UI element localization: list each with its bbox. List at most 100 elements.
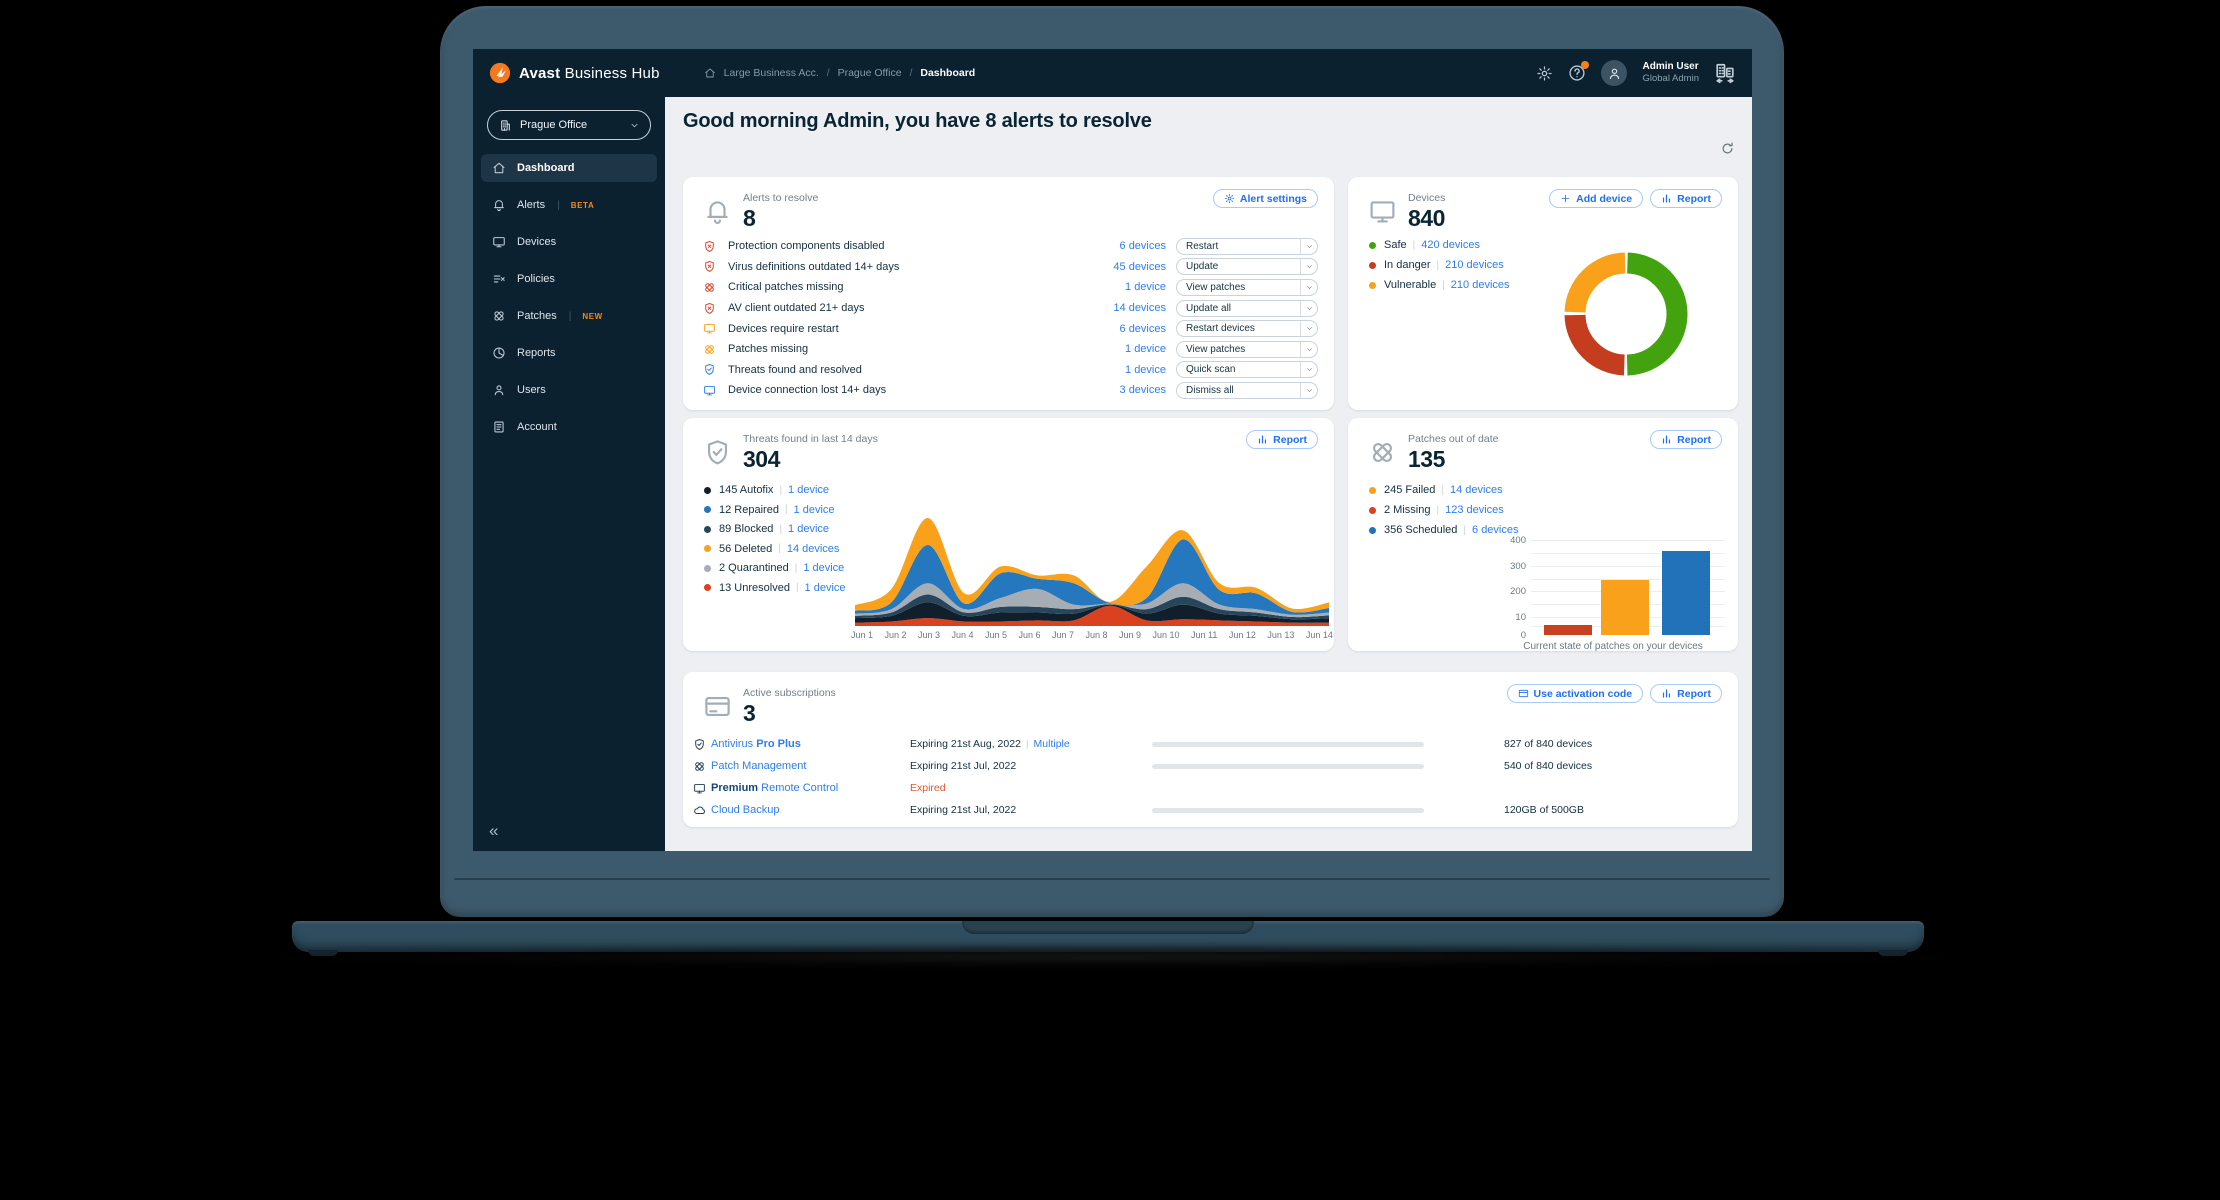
chevron-down-icon[interactable]	[1300, 300, 1317, 316]
use-activation-code-button[interactable]: Use activation code	[1506, 684, 1644, 703]
subscription-name-link[interactable]: Patch Management	[711, 760, 807, 772]
legend-devices-link[interactable]: 1 device	[788, 523, 830, 535]
alert-row: Device connection lost 14+ days 3 devices…	[703, 380, 1318, 401]
donut-segment-safe	[1564, 252, 1688, 376]
legend-devices-link[interactable]: 420 devices	[1421, 239, 1480, 251]
avatar[interactable]	[1601, 60, 1628, 86]
alert-devices-link[interactable]: 1 device	[1125, 281, 1166, 294]
alert-devices-link[interactable]: 3 devices	[1119, 384, 1166, 397]
x-axis-tick-label: Jun 9	[1119, 630, 1142, 640]
sidebar-badge: NEW	[582, 311, 603, 321]
chevron-down-icon[interactable]	[1300, 321, 1317, 337]
help-icon[interactable]	[1568, 61, 1590, 82]
alert-action-dropdown[interactable]: Dismiss all	[1176, 381, 1318, 399]
legend-devices-link[interactable]: 1 device	[788, 484, 830, 496]
alert-devices-link[interactable]: 6 devices	[1119, 322, 1166, 335]
settings-gear-icon[interactable]	[1536, 65, 1553, 82]
legend-devices-link[interactable]: 6 devices	[1472, 524, 1519, 536]
legend-devices-link[interactable]: 210 devices	[1445, 259, 1504, 271]
user-info[interactable]: Admin User Global Admin	[1642, 61, 1699, 84]
sidebar-item-label: Reports	[517, 347, 556, 359]
subscription-row: Premium Remote Control Expired	[683, 778, 1738, 800]
sidebar-item-dashboard[interactable]: Dashboard	[481, 154, 657, 182]
chevron-down-icon	[630, 121, 639, 130]
subscription-row: Cloud Backup Expiring 21st Jul, 2022 120GB…	[683, 800, 1738, 822]
alert-action-dropdown[interactable]: Update	[1176, 258, 1318, 276]
refresh-icon[interactable]	[1720, 141, 1735, 156]
alert-row: Virus definitions outdated 14+ days 45 de…	[703, 257, 1318, 278]
sidebar-item-patches[interactable]: Patches | NEW	[481, 302, 657, 330]
alert-devices-link[interactable]: 45 devices	[1113, 260, 1166, 273]
sidebar-item-label: Users	[517, 384, 546, 396]
legend-devices-link[interactable]: 123 devices	[1445, 504, 1504, 516]
subscription-name-link[interactable]: Cloud Backup	[711, 804, 780, 816]
alert-action-dropdown[interactable]: Update all	[1176, 299, 1318, 317]
sidebar-item-label: Patches	[517, 310, 557, 322]
x-axis-tick-label: Jun 12	[1228, 630, 1256, 640]
sidebar-item-users[interactable]: Users	[481, 376, 657, 404]
legend-separator: |	[1436, 504, 1440, 516]
legend-devices-link[interactable]: 14 devices	[786, 542, 840, 555]
sidebar-item-devices[interactable]: Devices	[481, 228, 657, 256]
alerts-card-title: Alerts to resolve	[743, 192, 819, 204]
subscription-name-link[interactable]: Antivirus Pro Plus	[711, 738, 801, 750]
legend-item: 13 Unresolved | 1 device	[704, 582, 846, 594]
subscription-multiple-link[interactable]: Multiple	[1033, 738, 1070, 750]
org-selector[interactable]: Prague Office	[487, 110, 651, 140]
alert-action-dropdown[interactable]: View patches	[1176, 340, 1318, 358]
home-icon[interactable]	[704, 67, 716, 79]
patches-card-header: Patches out of date 135	[1368, 433, 1498, 473]
devices-report-button[interactable]: Report	[1650, 189, 1722, 208]
legend-dot	[1369, 261, 1376, 269]
alert-action-dropdown[interactable]: Restart devices	[1176, 320, 1318, 338]
legend-devices-link[interactable]: 210 devices	[1450, 279, 1510, 291]
alert-action-dropdown[interactable]: View patches	[1176, 278, 1318, 296]
patches-report-button[interactable]: Report	[1650, 430, 1722, 449]
breadcrumb-item[interactable]: Large Business Acc.	[723, 67, 819, 79]
sidebar-item-account[interactable]: Account	[481, 413, 657, 441]
alert-devices-link[interactable]: 14 devices	[1113, 302, 1166, 315]
chevron-down-icon[interactable]	[1300, 382, 1317, 398]
devices-card: Devices 840 Add device Report	[1348, 177, 1738, 410]
x-axis-tick-label: Jun 4	[951, 630, 974, 640]
shield-check-icon	[693, 738, 706, 751]
alert-devices-link[interactable]: 1 device	[1125, 343, 1166, 356]
legend-devices-link[interactable]: 14 devices	[1449, 484, 1503, 496]
org-selector-label: Prague Office	[520, 119, 588, 131]
legend-item: In danger | 210 devices	[1369, 259, 1510, 271]
sidebar-item-policies[interactable]: Policies	[481, 265, 657, 293]
gear-icon	[1224, 193, 1235, 204]
threats-card: Threats found in last 14 days 304 Report…	[683, 418, 1334, 651]
subscriptions-report-button[interactable]: Report	[1650, 684, 1722, 703]
legend-devices-link[interactable]: 1 device	[804, 581, 846, 594]
org-switcher-icon[interactable]	[1714, 61, 1736, 85]
brand-logo[interactable]: Avast Business Hub	[489, 62, 660, 84]
alert-settings-button[interactable]: Alert settings	[1212, 189, 1318, 208]
alert-devices-link[interactable]: 6 devices	[1119, 240, 1166, 253]
threats-report-button[interactable]: Report	[1246, 430, 1318, 449]
devices-card-header: Devices 840	[1368, 192, 1445, 232]
add-device-button[interactable]: Add device	[1549, 189, 1644, 208]
chevron-down-icon[interactable]	[1300, 362, 1317, 378]
sidebar-item-alerts[interactable]: Alerts | BETA	[481, 191, 657, 219]
alert-label: Device connection lost 14+ days	[728, 384, 887, 397]
breadcrumb-item[interactable]: Prague Office	[837, 67, 902, 79]
collapse-sidebar-icon[interactable]: «	[489, 821, 499, 840]
chevron-down-icon[interactable]	[1300, 238, 1317, 254]
patches-legend: 245 Failed | 14 devices 2 Missing | 123 devic…	[1369, 484, 1519, 536]
chevron-down-icon[interactable]	[1300, 259, 1317, 275]
legend-devices-link[interactable]: 1 device	[803, 562, 845, 574]
chevron-down-icon[interactable]	[1300, 279, 1317, 295]
sidebar-item-reports[interactable]: Reports	[481, 339, 657, 367]
breadcrumb-item[interactable]: Dashboard	[920, 67, 976, 79]
alerts-card: Alerts to resolve 8 Alert settings Prote…	[683, 177, 1334, 410]
alert-action-dropdown[interactable]: Restart	[1176, 237, 1318, 255]
alert-action-dropdown[interactable]: Quick scan	[1176, 361, 1318, 379]
threats-area-chart: Jun 1 Jun 2 Jun 3 Jun 4 Jun 5 Jun 6 Jun 7 Jun 8…	[851, 506, 1333, 651]
alert-devices-link[interactable]: 1 device	[1125, 363, 1166, 376]
legend-devices-link[interactable]: 1 device	[793, 503, 835, 516]
subscription-name-link[interactable]: Premium Remote Control	[711, 782, 839, 794]
x-axis-tick-label: Jun 3	[918, 630, 941, 640]
chevron-down-icon[interactable]	[1300, 341, 1317, 357]
laptop-hinge	[454, 878, 1770, 880]
